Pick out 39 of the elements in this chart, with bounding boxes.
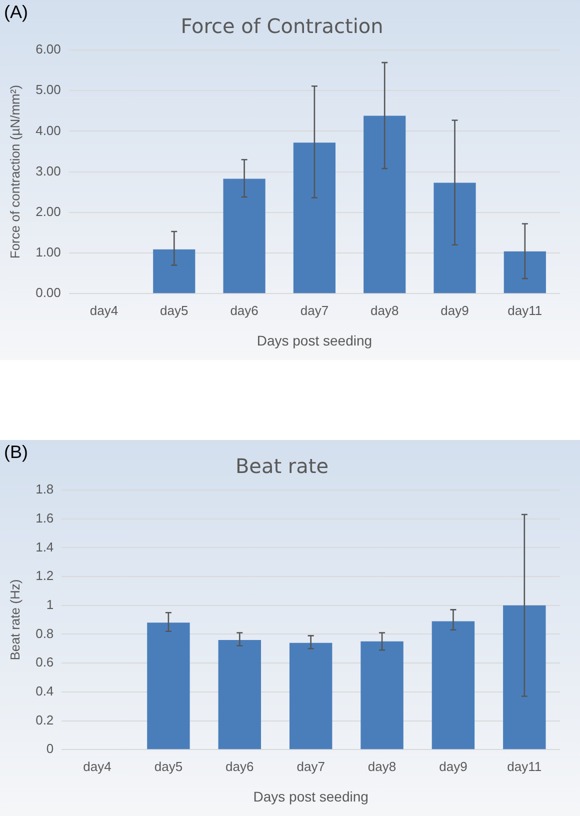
text: (A) (4, 2, 28, 23)
text: (B) (4, 442, 28, 463)
y-tick-label: 1.4 (36, 539, 54, 554)
chart-title: Force of Contraction (180, 14, 384, 38)
x-tick-label: day9 (439, 758, 468, 774)
y-tick-label: 1.6 (36, 510, 54, 526)
y-axis-title: Beat rate (Hz) (7, 579, 22, 660)
x-tick-label: day4 (83, 758, 112, 774)
x-tick-label: day4 (90, 302, 118, 318)
y-tick-label: 0 (46, 741, 54, 756)
x-tick-label: day8 (368, 758, 396, 774)
y-tick-label: 6.00 (36, 42, 61, 57)
y-tick-label: 2.00 (36, 204, 61, 219)
x-tick-label: day5 (160, 302, 188, 318)
y-tick-label: 0.6 (36, 654, 54, 670)
y-tick-label: 0.00 (36, 285, 61, 300)
y-tick-label: 0.8 (36, 626, 54, 641)
x-tick-label: day7 (296, 758, 325, 774)
y-tick-label: 4.00 (36, 122, 61, 138)
x-tick-label: day5 (154, 758, 183, 774)
y-tick-label: 0.2 (36, 712, 54, 728)
y-tick-label: 1.2 (36, 568, 54, 584)
y-tick-label: 1.00 (36, 244, 61, 260)
y-tick-label: 0.4 (36, 683, 54, 698)
x-tick-label: day9 (440, 302, 469, 318)
y-axis-title: Force of contraction (µN/mm²) (7, 84, 22, 259)
x-tick-label: day11 (507, 758, 542, 774)
x-tick-label: day6 (226, 758, 254, 774)
x-tick-label: day7 (300, 302, 329, 318)
chart-title: Beat rate (235, 454, 329, 478)
y-tick-label: 1 (46, 596, 54, 612)
x-axis-title: Days post seeding (256, 332, 372, 348)
y-tick-label: 5.00 (36, 82, 61, 98)
x-tick-label: day6 (230, 302, 258, 318)
x-axis-title: Days post seeding (253, 788, 368, 804)
x-tick-label: day8 (370, 302, 399, 318)
y-tick-label: 3.00 (36, 163, 61, 178)
x-tick-label: day11 (508, 302, 542, 318)
y-tick-label: 1.8 (36, 482, 54, 497)
